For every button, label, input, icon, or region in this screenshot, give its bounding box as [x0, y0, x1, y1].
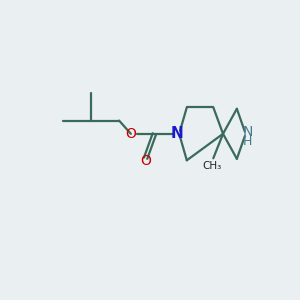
Text: H: H [243, 135, 252, 148]
Text: O: O [140, 154, 151, 168]
Text: O: O [125, 127, 136, 141]
Text: N: N [243, 125, 253, 139]
Text: CH₃: CH₃ [202, 161, 221, 172]
Text: N: N [171, 126, 184, 141]
